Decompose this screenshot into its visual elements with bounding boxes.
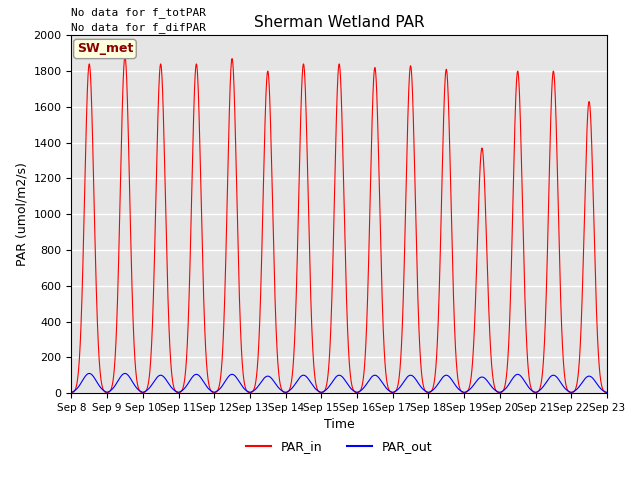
Title: Sherman Wetland PAR: Sherman Wetland PAR [254, 15, 424, 30]
Text: SW_met: SW_met [77, 43, 133, 56]
Text: No data for f_difPAR: No data for f_difPAR [72, 22, 207, 33]
Text: No data for f_totPAR: No data for f_totPAR [72, 7, 207, 18]
Legend: PAR_in, PAR_out: PAR_in, PAR_out [241, 435, 438, 458]
X-axis label: Time: Time [324, 419, 355, 432]
Y-axis label: PAR (umol/m2/s): PAR (umol/m2/s) [15, 162, 28, 266]
